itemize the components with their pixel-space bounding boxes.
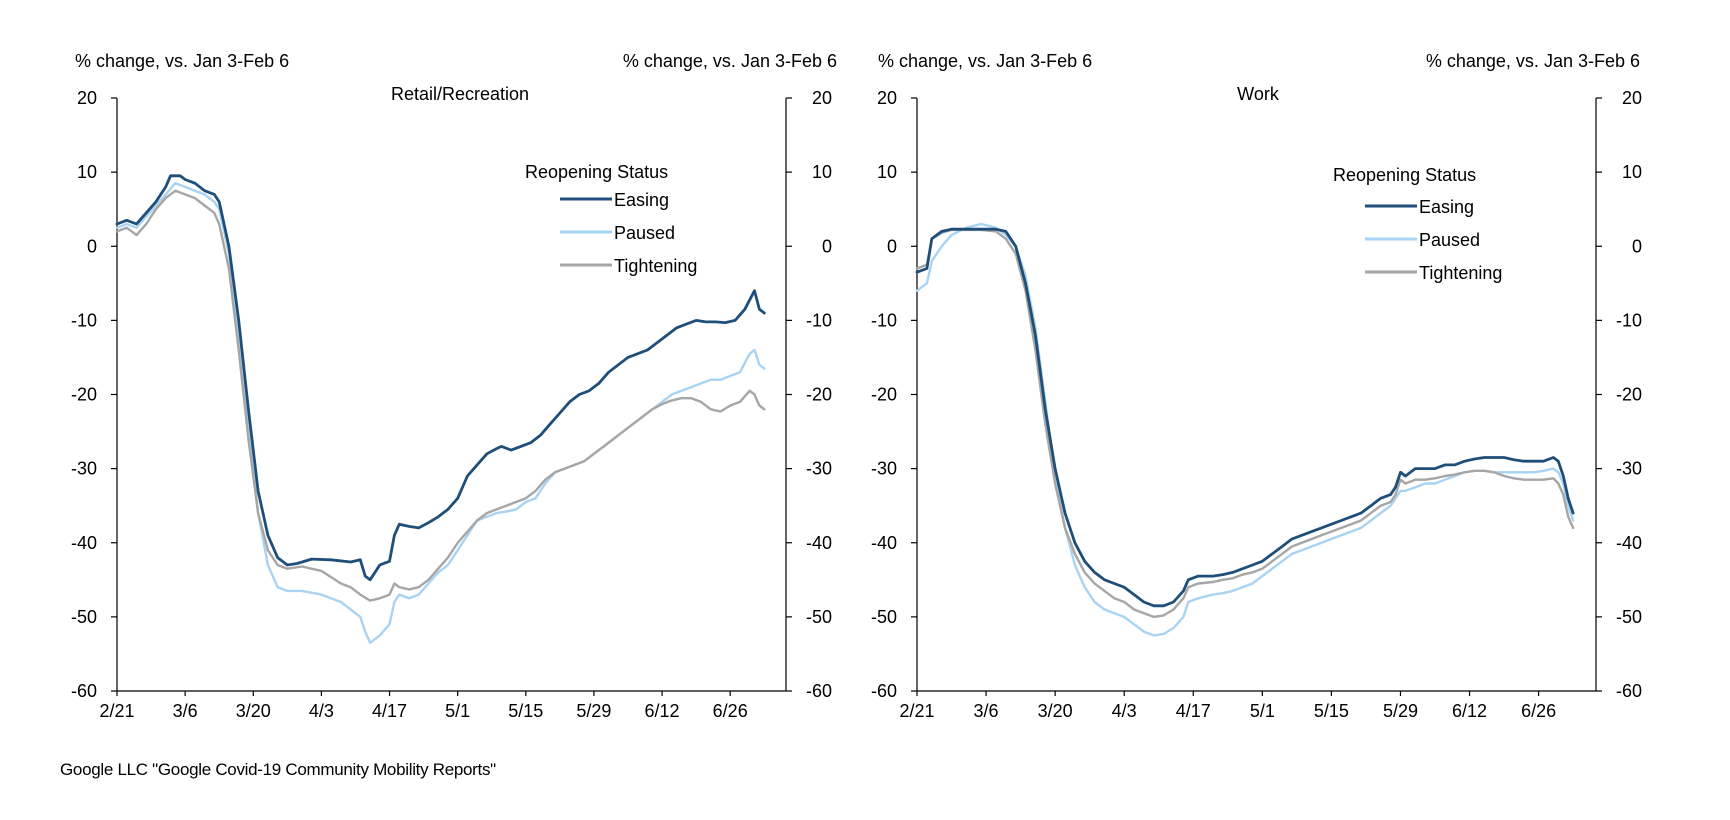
y-tick-label-left: -20 <box>871 385 897 405</box>
series-line-easing <box>115 174 766 582</box>
source-note: Google LLC "Google Covid-19 Community Mo… <box>60 760 496 779</box>
y-tick-label-left: 10 <box>877 162 897 182</box>
y-tick-label-left: -40 <box>71 533 97 553</box>
x-tick-label: 4/3 <box>309 701 334 721</box>
x-tick-label: 2/21 <box>899 701 934 721</box>
y-tick-label-right: 10 <box>1622 162 1642 182</box>
y-tick-label-right: -30 <box>806 459 832 479</box>
y-tick-label-right: -50 <box>806 607 832 627</box>
legend-label-tightening: Tightening <box>614 256 697 276</box>
right-axis-label: % change, vs. Jan 3-Feb 6 <box>1426 51 1640 71</box>
x-tick-label: 6/26 <box>1521 701 1556 721</box>
work-chart-panel: % change, vs. Jan 3-Feb 6 % change, vs. … <box>871 51 1642 721</box>
chart-title: Work <box>1237 84 1280 104</box>
series-line-paused <box>115 182 766 644</box>
series-lines <box>915 222 1575 637</box>
y-ticks: 20 20 10 10 0 0 -10 -10 -20 -20 -30 -30 -40 -40 -50 -50… <box>871 88 1642 701</box>
x-tick-label: 6/12 <box>1452 701 1487 721</box>
x-tick-label: 5/15 <box>508 701 543 721</box>
x-tick-label: 2/21 <box>99 701 134 721</box>
legend-title: Reopening Status <box>525 162 668 182</box>
x-ticks: 2/21 3/6 3/20 4/3 4/17 5/1 5/15 5/29 6/12 6/26 <box>99 691 748 721</box>
y-tick-label-left: 0 <box>887 236 897 256</box>
y-tick-label-right: 20 <box>812 88 832 108</box>
x-tick-label: 3/20 <box>1038 701 1073 721</box>
y-tick-label-right: -60 <box>1616 681 1642 701</box>
x-tick-label: 4/3 <box>1112 701 1137 721</box>
x-tick-label: 5/29 <box>1383 701 1418 721</box>
legend: Reopening Status Easing Paused Tightenin… <box>525 162 697 276</box>
x-tick-label: 3/20 <box>236 701 271 721</box>
x-tick-label: 5/15 <box>1314 701 1349 721</box>
y-tick-label-right: 0 <box>1632 236 1642 256</box>
chart-title: Retail/Recreation <box>391 84 529 104</box>
y-tick-label-left: -20 <box>71 385 97 405</box>
legend-label-easing: Easing <box>1419 197 1474 217</box>
y-tick-label-left: -10 <box>71 310 97 330</box>
y-tick-label-right: 0 <box>822 236 832 256</box>
y-tick-label-left: -50 <box>71 607 97 627</box>
y-tick-label-left: 20 <box>877 88 897 108</box>
x-tick-label: 4/17 <box>1176 701 1211 721</box>
y-tick-label-right: -10 <box>1616 310 1642 330</box>
legend-label-paused: Paused <box>1419 230 1480 250</box>
y-tick-label-right: -40 <box>1616 533 1642 553</box>
y-tick-label-right: -10 <box>806 310 832 330</box>
y-tick-label-left: 20 <box>77 88 97 108</box>
x-ticks: 2/21 3/6 3/20 4/3 4/17 5/1 5/15 5/29 6/12 6/26 <box>899 691 1556 721</box>
right-axis-label: % change, vs. Jan 3-Feb 6 <box>623 51 837 71</box>
x-tick-label: 4/17 <box>372 701 407 721</box>
y-tick-label-left: -10 <box>871 310 897 330</box>
y-tick-label-right: -20 <box>806 385 832 405</box>
y-ticks: 20 20 10 10 0 0 -10 -10 -20 -20 -30 -30 -40 -40 -50 -50… <box>71 88 832 701</box>
legend: Reopening Status Easing Paused Tightenin… <box>1333 165 1502 283</box>
series-line-tightening <box>915 228 1575 619</box>
y-tick-label-left: 10 <box>77 162 97 182</box>
series-lines <box>115 174 766 644</box>
series-line-tightening <box>115 189 766 602</box>
y-tick-label-left: -40 <box>871 533 897 553</box>
x-tick-label: 3/6 <box>974 701 999 721</box>
x-tick-label: 5/1 <box>445 701 470 721</box>
legend-label-easing: Easing <box>614 190 669 210</box>
x-tick-label: 5/1 <box>1250 701 1275 721</box>
y-tick-label-left: -60 <box>71 681 97 701</box>
y-tick-label-left: -50 <box>871 607 897 627</box>
x-tick-label: 5/29 <box>576 701 611 721</box>
y-tick-label-left: -60 <box>871 681 897 701</box>
x-tick-label: 6/26 <box>713 701 748 721</box>
y-tick-label-right: 10 <box>812 162 832 182</box>
legend-title: Reopening Status <box>1333 165 1476 185</box>
y-tick-label-right: -40 <box>806 533 832 553</box>
x-tick-label: 6/12 <box>645 701 680 721</box>
y-tick-label-left: -30 <box>71 459 97 479</box>
y-tick-label-left: -30 <box>871 459 897 479</box>
left-axis-label: % change, vs. Jan 3-Feb 6 <box>75 51 289 71</box>
series-line-easing <box>915 227 1575 608</box>
y-tick-label-right: -60 <box>806 681 832 701</box>
left-axis-label: % change, vs. Jan 3-Feb 6 <box>878 51 1092 71</box>
y-tick-label-right: -30 <box>1616 459 1642 479</box>
y-tick-label-right: -50 <box>1616 607 1642 627</box>
retail-recreation-chart-panel: % change, vs. Jan 3-Feb 6 % change, vs. … <box>71 51 837 721</box>
y-tick-label-right: -20 <box>1616 385 1642 405</box>
legend-label-tightening: Tightening <box>1419 263 1502 283</box>
y-tick-label-left: 0 <box>87 236 97 256</box>
x-tick-label: 3/6 <box>173 701 198 721</box>
y-tick-label-right: 20 <box>1622 88 1642 108</box>
legend-label-paused: Paused <box>614 223 675 243</box>
